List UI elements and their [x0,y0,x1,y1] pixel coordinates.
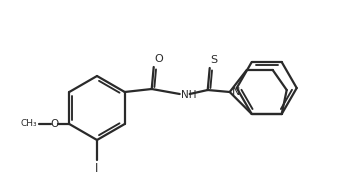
Text: I: I [95,162,99,175]
Text: S: S [211,55,218,65]
Text: O: O [50,119,58,129]
Text: NH: NH [181,90,196,100]
Text: O: O [155,54,163,64]
Text: CH₃: CH₃ [21,119,37,128]
Text: N: N [232,87,240,97]
